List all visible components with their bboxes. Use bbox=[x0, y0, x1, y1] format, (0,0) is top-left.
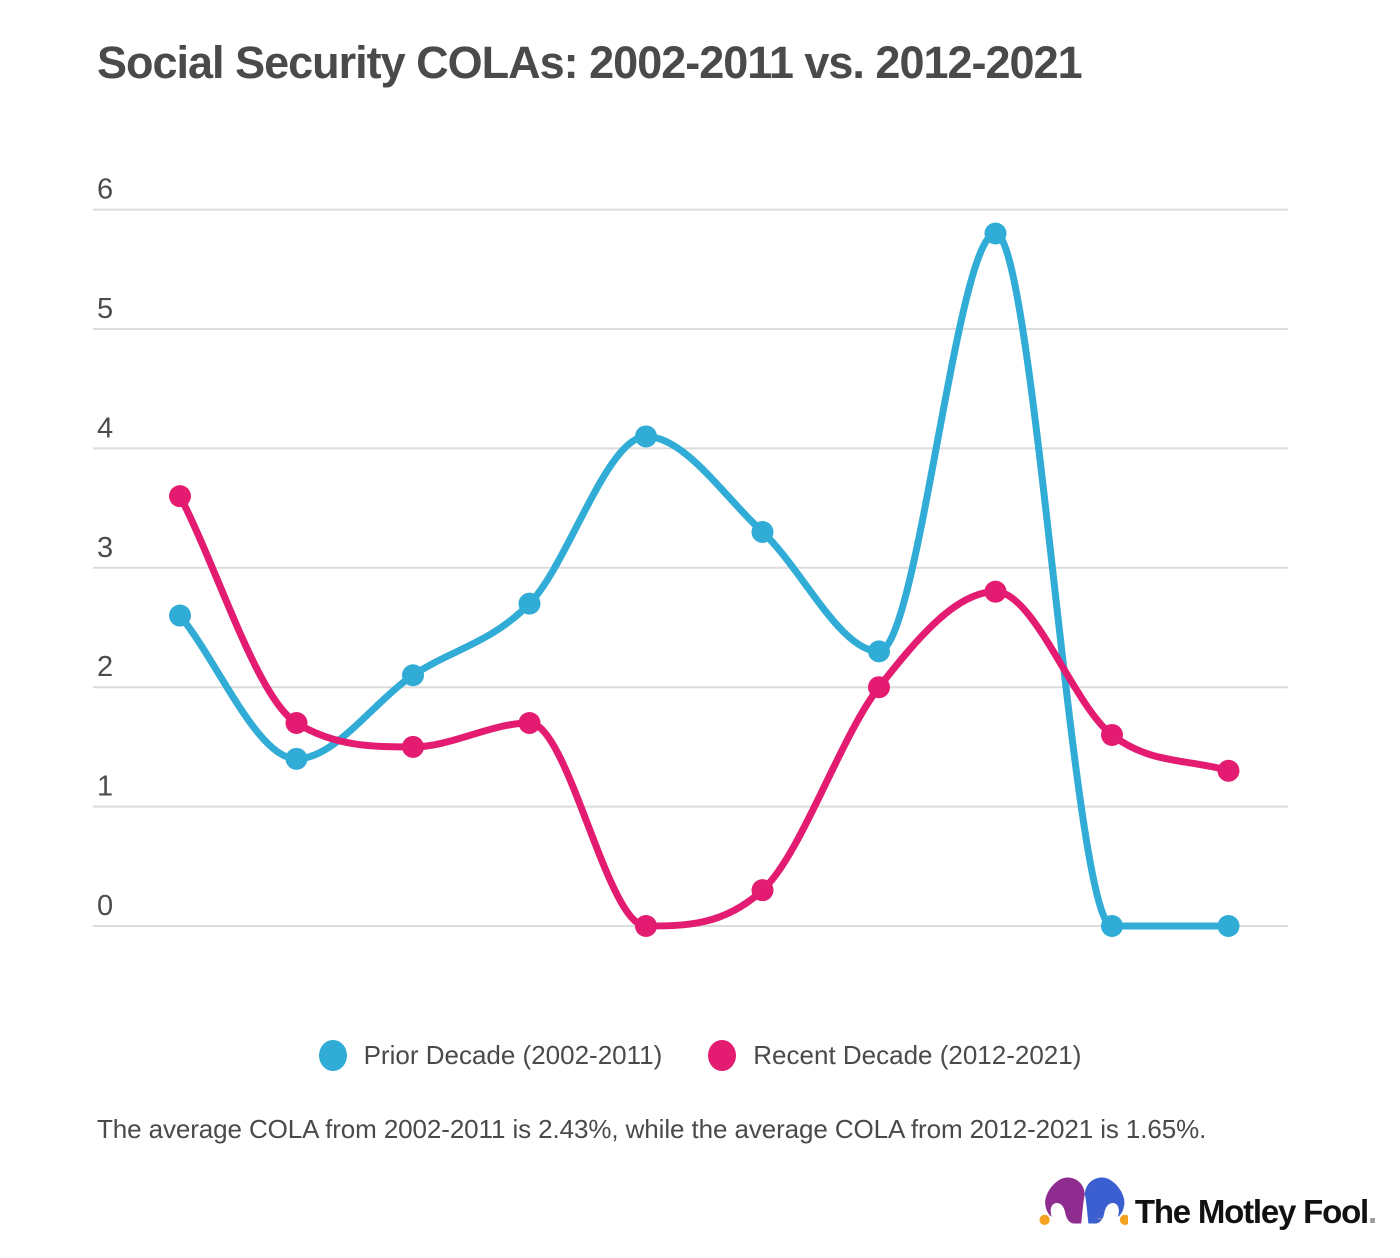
data-point-s0-1 bbox=[285, 747, 308, 770]
data-point-s1-6 bbox=[868, 676, 890, 699]
data-point-s1-7 bbox=[984, 580, 1007, 603]
data-point-s1-8 bbox=[1101, 723, 1123, 746]
y-tick-label-4: 4 bbox=[97, 412, 113, 444]
series-line-1 bbox=[176, 492, 1232, 930]
data-point-s0-9 bbox=[1217, 915, 1240, 937]
y-tick-label-6: 6 bbox=[97, 174, 113, 206]
data-point-s0-8 bbox=[1101, 915, 1123, 937]
data-point-s1-1 bbox=[285, 712, 308, 735]
data-point-s0-0 bbox=[169, 604, 191, 627]
hat-ball-right bbox=[1119, 1214, 1128, 1225]
y-tick-label-5: 5 bbox=[97, 293, 113, 325]
hat-lobe-blue bbox=[1084, 1177, 1125, 1224]
hat-lobe-purple bbox=[1045, 1177, 1085, 1224]
series-line-0 bbox=[176, 229, 1232, 930]
recent-decade-marker-icon bbox=[708, 1040, 737, 1071]
average-cola-caption: The average COLA from 2002-2011 is 2.43%… bbox=[97, 1114, 1207, 1144]
data-point-s0-4 bbox=[635, 425, 657, 448]
data-point-s0-2 bbox=[402, 664, 424, 687]
data-point-s1-3 bbox=[518, 712, 541, 735]
logo-wordmark-text: The Motley Fool bbox=[1134, 1193, 1369, 1230]
hat-ball-left bbox=[1039, 1214, 1050, 1225]
y-tick-label-2: 2 bbox=[97, 651, 113, 683]
jester-hat-icon: ™ bbox=[1039, 1177, 1128, 1225]
data-point-s1-4 bbox=[635, 915, 657, 937]
data-point-s0-6 bbox=[868, 640, 890, 663]
chart-legend: Prior Decade (2002-2011) Recent Decade (… bbox=[0, 1040, 1400, 1071]
trademark-symbol: ™ bbox=[1097, 1218, 1102, 1224]
y-tick-label-1: 1 bbox=[97, 771, 113, 803]
data-point-s0-3 bbox=[518, 592, 541, 615]
data-point-s1-2 bbox=[402, 735, 424, 758]
chart-title: Social Security COLAs: 2002-2011 vs. 201… bbox=[97, 37, 1083, 88]
legend-label-recent-decade: Recent Decade (2012-2021) bbox=[753, 1040, 1082, 1070]
data-point-s1-9 bbox=[1217, 759, 1240, 782]
logo-wordmark: The Motley Fool. bbox=[1134, 1193, 1377, 1230]
y-tick-label-3: 3 bbox=[97, 532, 113, 564]
cola-line-chart: 0 1 2 3 4 5 6 bbox=[93, 174, 1288, 937]
prior-decade-marker-icon bbox=[318, 1040, 347, 1071]
data-point-s0-5 bbox=[751, 520, 774, 543]
legend-item-prior-decade: Prior Decade (2002-2011) bbox=[318, 1040, 663, 1071]
y-tick-label-0: 0 bbox=[97, 890, 113, 922]
legend-label-prior-decade: Prior Decade (2002-2011) bbox=[363, 1040, 663, 1070]
motley-fool-logo: ™ The Motley Fool. bbox=[1038, 1172, 1377, 1230]
data-point-s1-0 bbox=[169, 485, 191, 508]
data-point-s1-5 bbox=[751, 879, 774, 902]
logo-wordmark-period: . bbox=[1368, 1193, 1377, 1230]
legend-item-recent-decade: Recent Decade (2012-2021) bbox=[708, 1040, 1081, 1071]
data-point-s0-7 bbox=[984, 222, 1007, 245]
